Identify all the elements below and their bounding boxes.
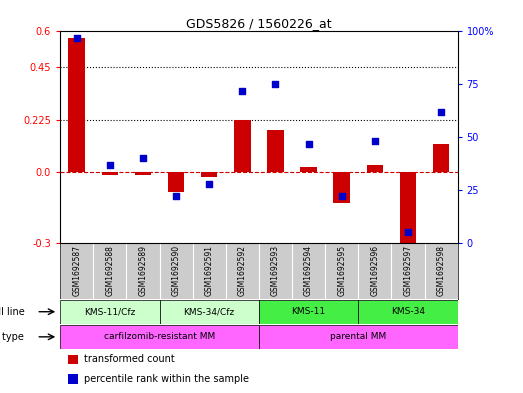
Bar xyxy=(160,300,259,324)
Title: GDS5826 / 1560226_at: GDS5826 / 1560226_at xyxy=(186,17,332,30)
Bar xyxy=(135,173,151,175)
Bar xyxy=(68,375,78,384)
Text: GSM1692594: GSM1692594 xyxy=(304,245,313,296)
Point xyxy=(139,155,147,162)
Text: GSM1692597: GSM1692597 xyxy=(403,245,413,296)
Bar xyxy=(69,39,85,173)
Text: KMS-34/Cfz: KMS-34/Cfz xyxy=(184,307,235,316)
Text: GSM1692598: GSM1692598 xyxy=(437,245,446,296)
Point xyxy=(304,140,313,147)
Point xyxy=(205,181,213,187)
Text: GSM1692588: GSM1692588 xyxy=(105,245,115,296)
Text: GSM1692590: GSM1692590 xyxy=(172,245,180,296)
Point xyxy=(106,162,114,168)
Bar xyxy=(259,325,458,349)
Text: GSM1692591: GSM1692591 xyxy=(204,245,214,296)
Bar xyxy=(300,167,317,173)
Text: parental MM: parental MM xyxy=(330,332,386,342)
Point xyxy=(404,229,412,235)
Bar xyxy=(68,354,78,364)
Point xyxy=(271,81,280,88)
Text: GSM1692589: GSM1692589 xyxy=(139,245,147,296)
Text: KMS-11/Cfz: KMS-11/Cfz xyxy=(84,307,135,316)
Point xyxy=(238,88,246,94)
Text: KMS-11: KMS-11 xyxy=(291,307,326,316)
Point xyxy=(371,138,379,145)
Point xyxy=(73,35,81,41)
Text: GSM1692595: GSM1692595 xyxy=(337,245,346,296)
Bar xyxy=(433,144,449,173)
Bar xyxy=(267,130,283,173)
Point xyxy=(172,193,180,200)
Bar xyxy=(60,300,160,324)
Bar xyxy=(334,173,350,203)
Text: GSM1692593: GSM1692593 xyxy=(271,245,280,296)
Text: transformed count: transformed count xyxy=(84,354,175,364)
Text: GSM1692587: GSM1692587 xyxy=(72,245,81,296)
Text: percentile rank within the sample: percentile rank within the sample xyxy=(84,374,249,384)
Bar xyxy=(60,325,259,349)
Bar xyxy=(201,173,218,177)
Bar xyxy=(259,300,358,324)
Text: GSM1692596: GSM1692596 xyxy=(370,245,379,296)
Bar xyxy=(400,173,416,243)
Text: KMS-34: KMS-34 xyxy=(391,307,425,316)
Bar xyxy=(168,173,185,193)
Bar xyxy=(367,165,383,173)
Text: carfilzomib-resistant MM: carfilzomib-resistant MM xyxy=(104,332,215,342)
Bar xyxy=(101,173,118,175)
Bar xyxy=(234,119,251,173)
Point xyxy=(337,193,346,200)
Text: GSM1692592: GSM1692592 xyxy=(238,245,247,296)
Text: cell line: cell line xyxy=(0,307,25,317)
Text: cell type: cell type xyxy=(0,332,25,342)
Bar xyxy=(358,300,458,324)
Point xyxy=(437,109,445,115)
